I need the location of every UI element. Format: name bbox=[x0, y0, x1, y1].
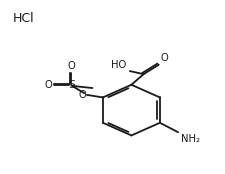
Text: O: O bbox=[45, 80, 52, 90]
Text: HCl: HCl bbox=[13, 12, 34, 25]
Text: NH₂: NH₂ bbox=[181, 134, 200, 144]
Text: O: O bbox=[161, 53, 169, 63]
Text: O: O bbox=[78, 90, 86, 100]
Text: O: O bbox=[68, 61, 75, 71]
Text: HO: HO bbox=[110, 60, 126, 70]
Text: S: S bbox=[68, 80, 75, 90]
